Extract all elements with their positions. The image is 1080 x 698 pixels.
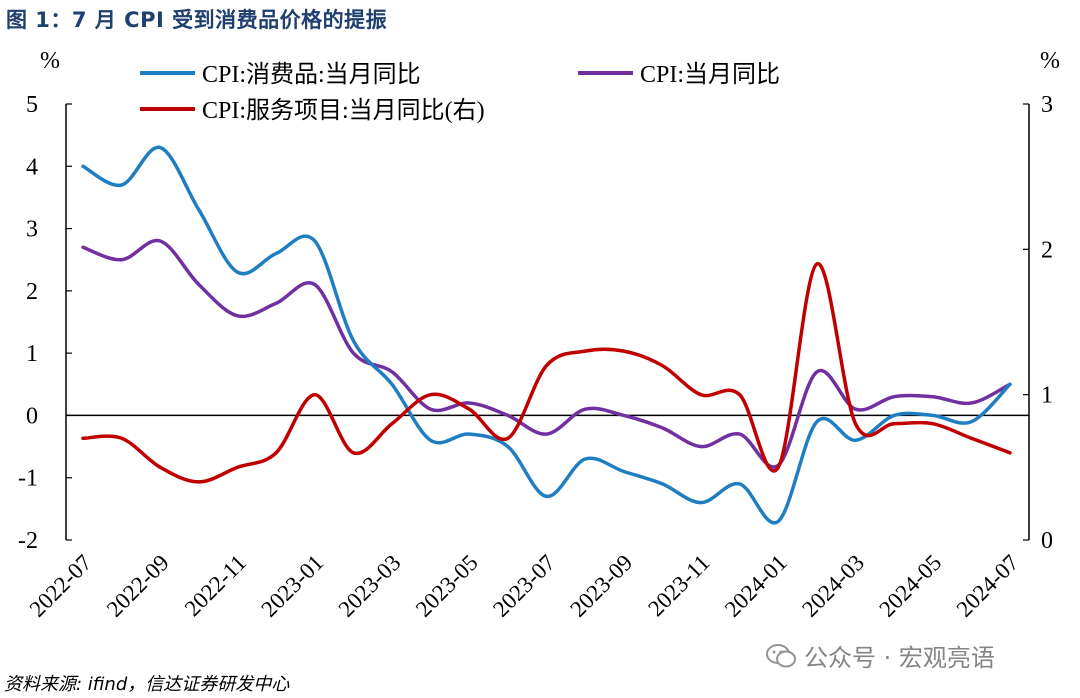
right-unit-label: % — [1040, 48, 1060, 74]
left-tick-label: 3 — [26, 217, 38, 243]
left-tick-label: 1 — [26, 341, 38, 367]
x-tick-label: 2022-09 — [102, 550, 174, 622]
chart-title: 图 1：7 月 CPI 受到消费品价格的提振 — [6, 8, 388, 32]
x-tick-label: 2024-05 — [874, 550, 946, 622]
x-tick-label: 2024-01 — [720, 550, 792, 622]
left-tick-label: -1 — [18, 466, 38, 492]
series-line-3 — [81, 262, 1012, 484]
x-tick-label: 2023-07 — [488, 550, 560, 622]
source-note: 资料来源: ifind，信达证券研发中心 — [4, 674, 290, 695]
right-tick-label: 0 — [1041, 528, 1053, 554]
right-tick-label: 3 — [1041, 92, 1053, 118]
left-tick-label: -2 — [18, 528, 38, 554]
left-unit-label: % — [40, 48, 60, 74]
left-tick-label: 2 — [26, 279, 38, 305]
watermark: 公众号 · 宏观亮语 — [766, 638, 995, 673]
left-tick-label: 5 — [26, 92, 38, 118]
legend-label: CPI:消费品:当月同比 — [202, 61, 421, 88]
x-tick-label: 2023-03 — [334, 550, 406, 622]
x-tick-label: 2023-05 — [411, 550, 483, 622]
series-line-2 — [81, 238, 1012, 469]
legend-label: CPI:当月同比 — [640, 61, 780, 88]
series-line-1 — [81, 145, 1012, 525]
x-tick-label: 2022-11 — [180, 550, 251, 621]
left-tick-label: 0 — [26, 403, 38, 429]
left-tick-label: 4 — [26, 154, 38, 180]
x-tick-label: 2023-11 — [643, 550, 714, 621]
x-tick-label: 2023-01 — [256, 550, 328, 622]
watermark-text: 公众号 · 宏观亮语 — [804, 644, 995, 672]
x-tick-label: 2024-03 — [797, 550, 869, 622]
right-tick-label: 1 — [1041, 383, 1053, 409]
legend-label: CPI:服务项目:当月同比(右) — [202, 97, 485, 124]
x-tick-label: 2023-09 — [565, 550, 637, 622]
x-tick-label: 2024-07 — [952, 550, 1024, 622]
right-tick-label: 2 — [1041, 237, 1053, 263]
x-tick-label: 2022-07 — [25, 550, 97, 622]
wechat-icon — [766, 643, 796, 667]
